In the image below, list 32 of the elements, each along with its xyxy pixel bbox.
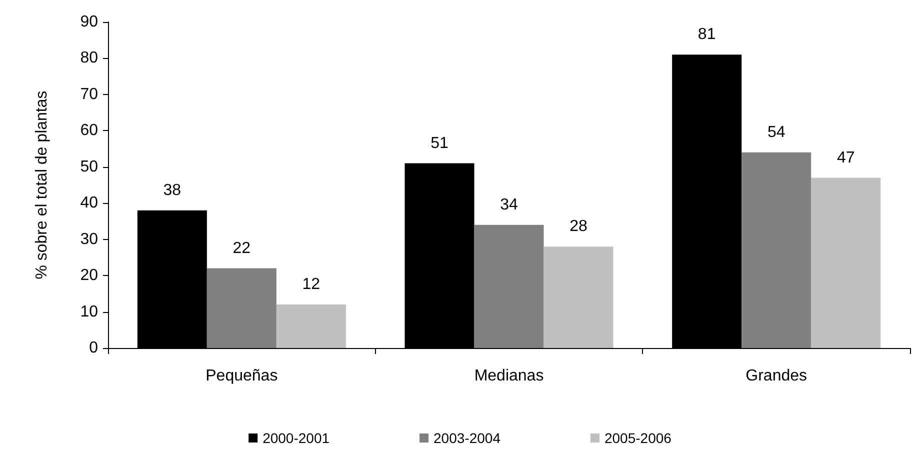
y-axis-title: % sobre el total de plantas [34, 90, 50, 280]
data-label: 51 [430, 134, 448, 152]
y-tick-label: 80 [80, 50, 98, 67]
x-tick-label: Pequeñas [206, 368, 278, 384]
data-label: 81 [698, 26, 716, 44]
data-label: 34 [500, 196, 518, 214]
bar [474, 224, 544, 348]
legend-label: 2000-2001 [262, 430, 330, 446]
bar [206, 268, 276, 348]
bar [811, 178, 881, 348]
data-label: 47 [836, 149, 855, 166]
bar [742, 152, 812, 348]
legend-label: 2005-2006 [604, 430, 672, 446]
y-tick-label: 10 [80, 303, 98, 320]
data-label: 54 [767, 124, 786, 141]
y-tick-label: 90 [80, 14, 98, 30]
data-label: 38 [163, 182, 182, 199]
bar [276, 304, 346, 348]
legend-label: 2003-2004 [434, 430, 501, 446]
x-tick-label: Medianas [474, 368, 544, 384]
bar [544, 246, 614, 348]
y-tick-label: 30 [80, 230, 98, 248]
y-tick-label: 70 [80, 86, 98, 103]
y-tick-label: 20 [80, 267, 98, 284]
x-tick-label: Grandes [746, 368, 808, 384]
y-tick-label: 50 [80, 158, 98, 176]
data-label: 22 [232, 240, 251, 257]
y-tick-label: 40 [80, 194, 98, 212]
y-tick-label: 60 [80, 122, 98, 140]
y-tick-label: 0 [89, 340, 98, 356]
data-label: 12 [302, 276, 320, 294]
data-label: 28 [570, 218, 588, 236]
